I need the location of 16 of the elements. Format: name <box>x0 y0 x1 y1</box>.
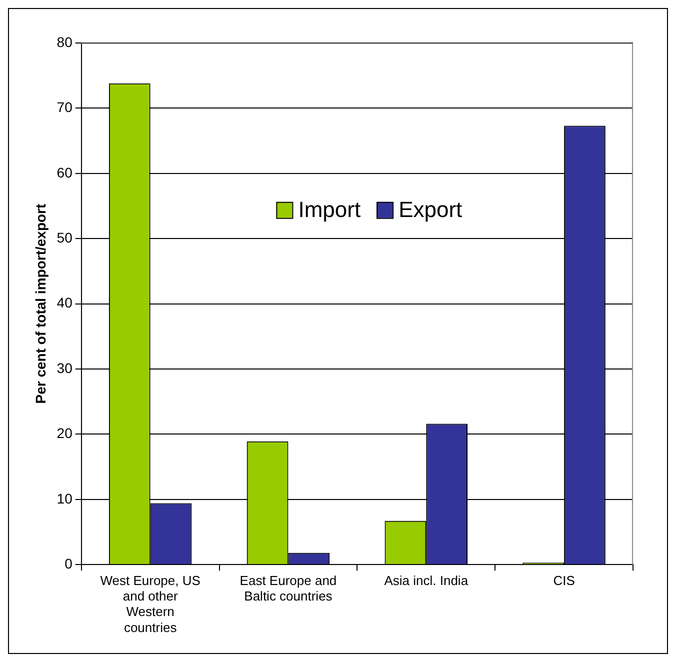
x-tick-label: West Europe, US and other Western countries <box>100 572 201 635</box>
y-tick-label: 50 <box>56 229 73 246</box>
y-tick-label: 20 <box>56 425 73 442</box>
legend-label: Import <box>298 196 361 222</box>
y-tick-label: 0 <box>64 555 73 572</box>
x-tick-label: Asia incl. India <box>384 572 469 588</box>
y-tick-label: 80 <box>56 34 73 50</box>
y-tick-label: 10 <box>56 490 73 506</box>
y-tick-label: 60 <box>56 164 73 180</box>
y-tick-label: 70 <box>56 99 73 116</box>
y-axis-title: Per cent of total import/export <box>32 204 48 404</box>
x-tick-label: CIS <box>553 572 576 588</box>
y-tick-label: 40 <box>56 294 73 311</box>
x-tick-label: East Europe and Baltic countries <box>240 572 337 604</box>
y-tick-label: 30 <box>56 360 73 376</box>
legend-label: Export <box>398 196 462 222</box>
